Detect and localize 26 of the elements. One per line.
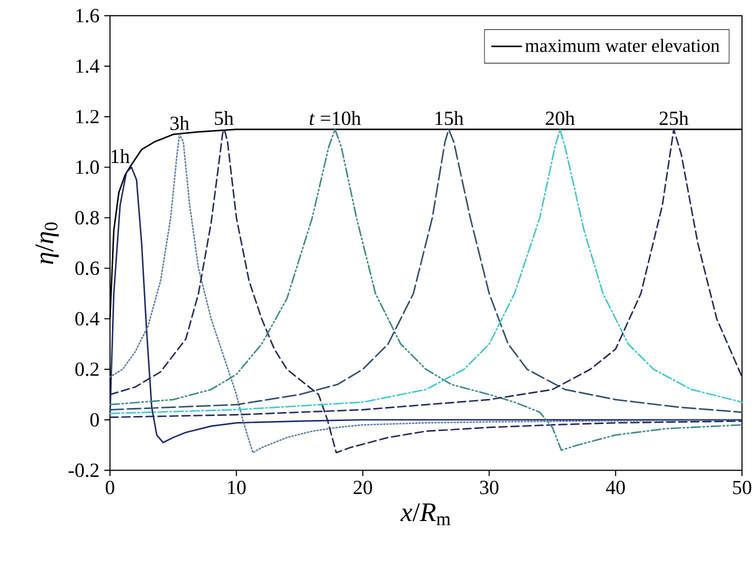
annotation: 15h: [436, 111, 464, 126]
y-axis-title: η/η$_{0}$: [36, 222, 59, 264]
y-tick-label: 0.8: [75, 210, 99, 225]
annotation: 20h: [546, 111, 575, 126]
x-tick-label: 50: [733, 480, 752, 494]
annotation: 5h: [214, 111, 234, 126]
y-tick-label: 1.4: [76, 59, 100, 73]
x-axis-title: x/R$_{m}$: [400, 503, 450, 526]
y-tick-label: -0.2: [68, 464, 98, 478]
y-tick-label: 0.2: [75, 362, 98, 376]
y-tick-label: 0: [90, 413, 99, 427]
y-tick-label: 1.6: [76, 8, 100, 22]
x-tick-label: 20: [354, 480, 372, 494]
x-tick-label: 30: [480, 480, 498, 494]
x-tick-label: 10: [228, 480, 246, 494]
y-tick-label: 0.6: [75, 261, 100, 276]
annotation: 3h: [170, 116, 190, 130]
legend-label: maximum water elevation: [525, 38, 720, 52]
y-tick-label: 1.2: [76, 110, 98, 124]
y-tick-label: 1.0: [76, 160, 99, 174]
annotation: 25h: [660, 111, 688, 126]
annotation: 1h: [112, 149, 130, 163]
x-tick-label: 0: [106, 480, 114, 494]
annotation: t =10h: [310, 111, 361, 126]
x-tick-label: 40: [606, 480, 625, 494]
y-tick-label: 0.4: [75, 312, 100, 326]
